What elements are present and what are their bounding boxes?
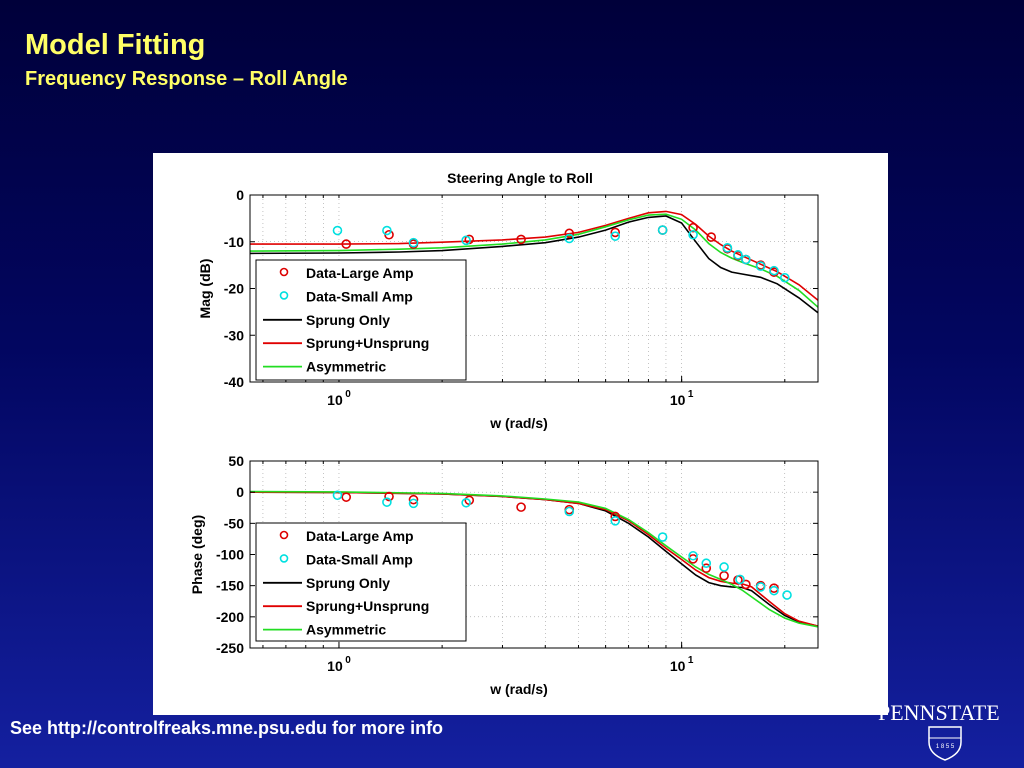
data-point [516, 502, 526, 512]
data-point [516, 234, 526, 245]
data-point [688, 550, 698, 561]
y-tick-label: -50 [224, 515, 244, 531]
legend-marker [279, 530, 289, 540]
legend-label: Data-Small Amp [306, 551, 413, 567]
x-axis-label: w (rad/s) [489, 415, 548, 431]
data-point [701, 558, 712, 569]
x-tick-label: 10 [327, 392, 343, 408]
series-line-sprung-only [249, 215, 819, 314]
data-point [341, 239, 352, 249]
y-tick-label: -250 [216, 640, 244, 656]
data-point [701, 563, 712, 574]
logo-year: 1 8 5 5 [936, 744, 955, 750]
data-point [741, 254, 751, 265]
legend-label: Sprung Only [306, 312, 390, 328]
footer-info-link[interactable]: See http://controlfreaks.mne.psu.edu for… [10, 718, 444, 738]
data-point [782, 590, 792, 600]
data-point [332, 490, 343, 501]
data-point [610, 231, 621, 241]
data-point [733, 250, 743, 260]
x-tick-label: 10 [670, 658, 686, 674]
x-tick-exponent: 0 [345, 655, 351, 666]
y-tick-label: 50 [228, 453, 244, 469]
data-point [408, 494, 419, 505]
legend-label: Sprung Only [306, 575, 390, 591]
series-line-asymmetric [249, 213, 819, 308]
data-point [741, 579, 751, 590]
data-point [461, 497, 471, 508]
x-tick-exponent: 0 [345, 389, 351, 400]
data-point [564, 233, 575, 244]
y-tick-label: -40 [224, 374, 244, 390]
x-tick-label: 10 [327, 658, 343, 674]
data-point [706, 232, 717, 242]
x-tick-label: 10 [670, 392, 686, 408]
data-point [688, 222, 698, 233]
y-tick-label: -10 [224, 234, 244, 250]
x-tick-exponent: 1 [688, 655, 694, 666]
legend-marker [279, 291, 289, 300]
data-point [408, 498, 419, 509]
shield-icon: 1 8 5 5 [928, 726, 962, 761]
data-point [657, 532, 668, 542]
data-point [564, 506, 575, 517]
data-point [408, 237, 419, 248]
y-axis-label: Phase (deg) [189, 515, 205, 594]
y-tick-label: -200 [216, 609, 244, 625]
data-point [722, 243, 733, 253]
y-tick-label: -20 [224, 281, 244, 297]
legend-label: Asymmetric [306, 359, 386, 375]
figure-panel: 0 -10 -20 -30 -40 10 0 10 1 w (rad/s) Mag (dB) Stee… [153, 153, 888, 715]
x-axis-label: w (rad/s) [489, 681, 548, 697]
data-point [610, 227, 621, 238]
legend-label: Sprung+Unsprung [306, 598, 429, 614]
data-point [755, 261, 766, 271]
slide-subtitle: Frequency Response – Roll Angle [25, 68, 348, 90]
data-point [610, 516, 621, 526]
series-line-asymmetric [249, 490, 819, 628]
chart-title: Steering Angle to Roll [447, 170, 593, 186]
legend-label: Asymmetric [306, 622, 386, 638]
data-point [688, 229, 698, 240]
data-point [769, 585, 779, 596]
data-point [769, 265, 779, 276]
data-point [382, 497, 392, 507]
data-point [735, 574, 745, 585]
data-point [384, 491, 394, 502]
slide-title: Model Fitting [25, 29, 206, 61]
legend-label: Data-Large Amp [306, 265, 414, 281]
y-axis-label: Mag (dB) [197, 259, 213, 319]
legend-label: Data-Small Amp [306, 288, 413, 304]
x-tick-exponent: 1 [688, 389, 694, 400]
pennstate-logo: PENNSTATE 1 8 5 5 [876, 700, 1000, 764]
data-point [382, 225, 392, 236]
data-point [461, 235, 471, 246]
y-tick-label: -100 [216, 547, 244, 563]
data-point [755, 582, 766, 592]
legend-marker [279, 267, 289, 277]
data-point [564, 228, 575, 239]
data-point [688, 554, 698, 564]
y-tick-label: 0 [236, 187, 244, 203]
data-point [719, 570, 729, 581]
logo-wordmark: PENNSTATE [878, 700, 1000, 725]
data-point [779, 272, 790, 283]
legend-marker [279, 554, 289, 563]
data-point [341, 492, 352, 502]
data-point [332, 225, 343, 236]
y-tick-label: 0 [236, 484, 244, 500]
data-point [610, 511, 621, 522]
data-point [657, 225, 668, 235]
y-tick-label: -30 [224, 327, 244, 343]
y-tick-label: -150 [216, 578, 244, 594]
legend-label: Data-Large Amp [306, 528, 414, 544]
legend-label: Sprung+Unsprung [306, 335, 429, 351]
data-point [719, 562, 729, 572]
